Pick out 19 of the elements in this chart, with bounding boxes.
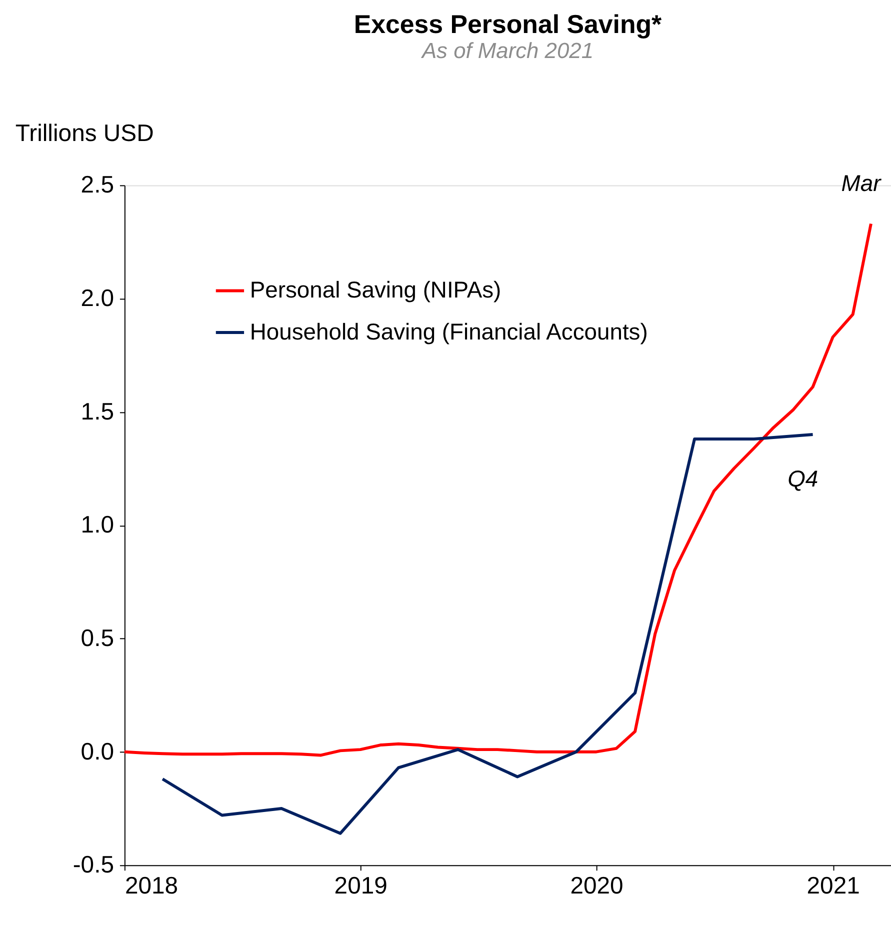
y-tick-label: 0.0 (80, 738, 114, 766)
y-tick-label: -0.5 (72, 852, 114, 879)
y-tick-label: 2.5 (80, 172, 114, 199)
chart-subtitle: As of March 2021 (420, 38, 594, 63)
x-tick-label: 2020 (570, 872, 624, 900)
annotation: Q4 (788, 465, 818, 492)
y-tick-label: 1.5 (80, 398, 114, 426)
legend-label: Household Saving (Financial Accounts) (250, 318, 648, 345)
y-tick-label: 0.5 (80, 624, 114, 652)
line-series (122, 222, 872, 757)
x-tick-label: 2019 (334, 872, 388, 900)
x-tick-label: 2021 (806, 872, 860, 900)
chart-title: Excess Personal Saving* (354, 10, 663, 39)
y-tick-label: 1.0 (80, 512, 114, 539)
legend-label: Personal Saving (NIPAs) (250, 276, 502, 303)
y-axis-title: Trillions USD (15, 120, 154, 147)
y-tick-label: 2.0 (80, 284, 114, 312)
x-tick-label: 2018 (124, 872, 178, 900)
annotation: Mar (841, 170, 882, 196)
